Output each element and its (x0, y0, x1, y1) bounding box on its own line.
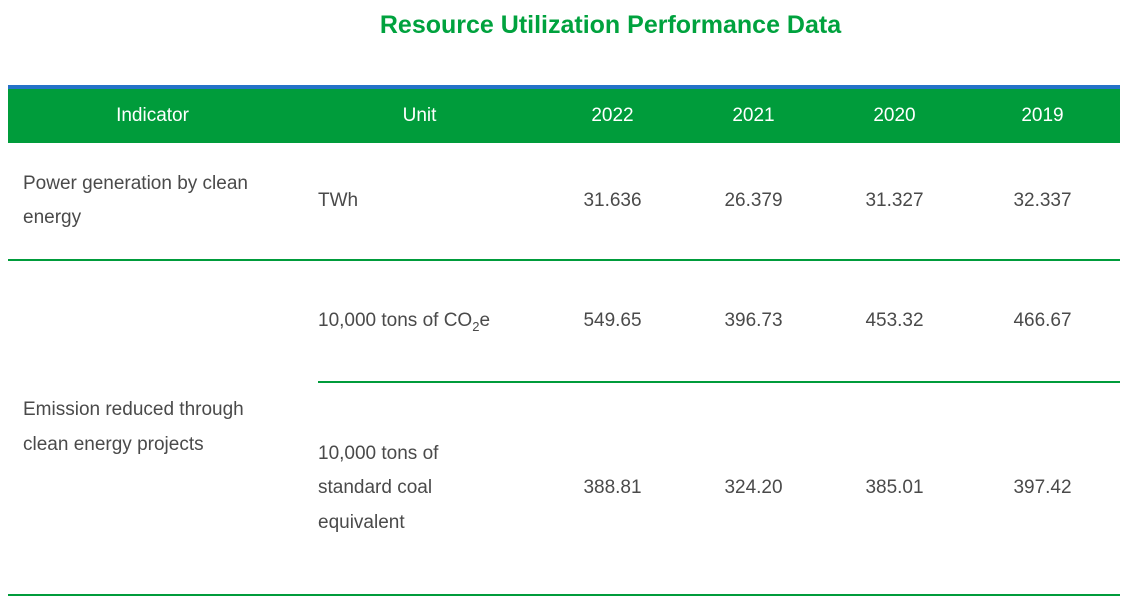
header-year-2020: 2020 (873, 105, 916, 126)
value-2022: 31.636 (583, 189, 642, 211)
value-2020: 31.327 (865, 189, 924, 211)
page: Resource Utilization Performance Data In… (0, 8, 1125, 596)
value-2019: 32.337 (1013, 189, 1072, 211)
indicator-cell: Emission reduced through clean energy pr… (23, 399, 244, 455)
indicator-cell: Power generation by clean energy (23, 172, 248, 228)
value-2020: 453.32 (824, 261, 965, 383)
performance-table: Indicator Unit 2022 2021 2020 2019 Power… (8, 85, 1120, 596)
value-2021: 26.379 (724, 189, 783, 211)
table-row-power-generation: Power generation by clean energy TWh 31.… (8, 143, 1120, 261)
page-title: Resource Utilization Performance Data (379, 11, 842, 39)
value-2019: 397.42 (1013, 477, 1072, 499)
header-unit: Unit (402, 105, 437, 126)
value-2019: 466.67 (965, 261, 1120, 383)
value-2021: 396.73 (683, 261, 824, 383)
header-year-2022: 2022 (591, 105, 634, 126)
header-year-2019: 2019 (1021, 105, 1064, 126)
table-row-group-emission-reduced: Emission reduced through clean energy pr… (8, 261, 1120, 594)
value-2020: 385.01 (865, 477, 924, 499)
value-2022: 388.81 (583, 477, 642, 499)
header-year-2021: 2021 (732, 105, 775, 126)
unit-cell: TWh (318, 189, 359, 211)
header-indicator: Indicator (116, 105, 189, 126)
subscript: 2 (472, 318, 480, 334)
value-2021: 324.20 (724, 477, 783, 499)
table-header-row: Indicator Unit 2022 2021 2020 2019 (8, 85, 1120, 143)
unit-cell: 10,000 tons of standard coal equivalent (318, 443, 439, 533)
unit-cell: 10,000 tons of CO2e (318, 261, 542, 383)
unit-text: 10,000 tons of CO2e (318, 309, 491, 334)
value-2022: 549.65 (542, 261, 683, 383)
